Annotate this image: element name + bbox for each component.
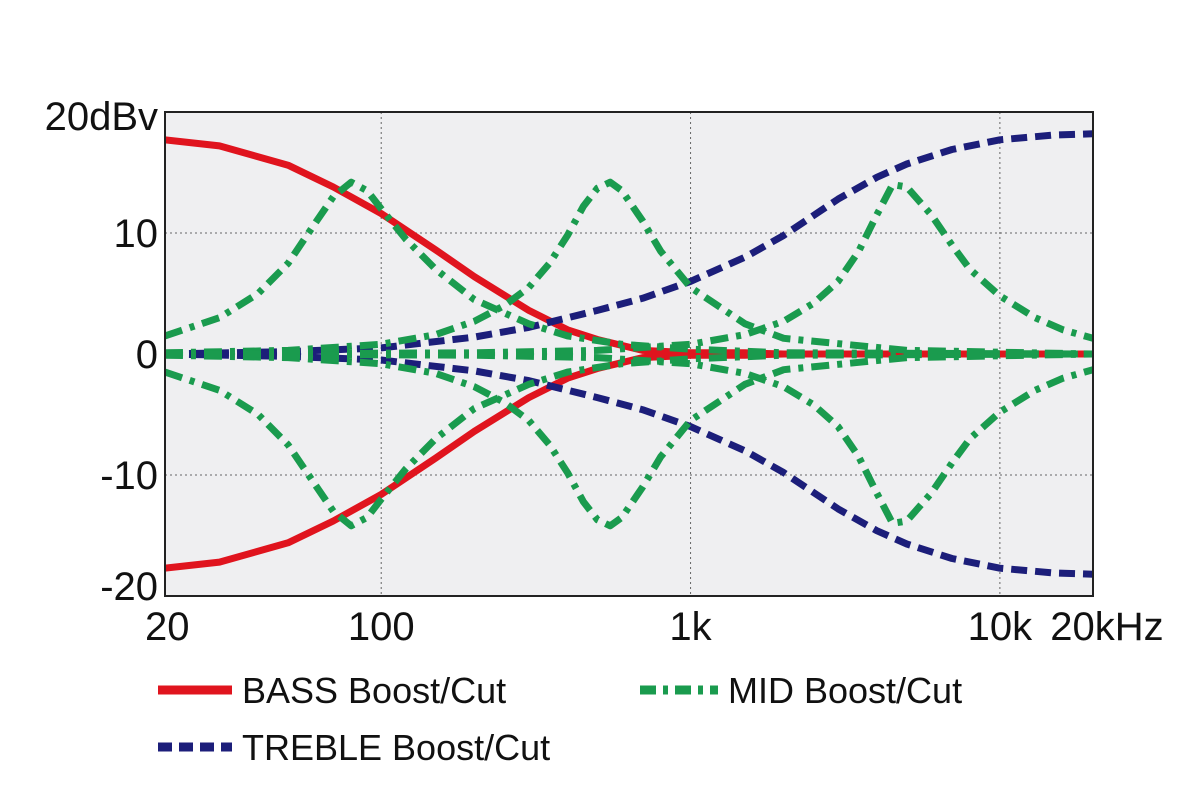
plot-frame (164, 111, 1094, 597)
legend-label-bass: BASS Boost/Cut (242, 670, 506, 711)
legend: BASS Boost/Cut TREBLE Boost/Cut MID Boos… (158, 670, 962, 768)
y-axis: 20dBv 10 0 -10 -20 (45, 95, 158, 609)
curves (165, 130, 1093, 578)
y-tick-label: 20dBv (45, 95, 158, 139)
y-tick-label: 0 (136, 333, 158, 377)
treble-curve (165, 350, 1093, 578)
legend-label-mid: MID Boost/Cut (728, 670, 962, 711)
mid-curve (165, 178, 1093, 358)
x-tick-label: 100 (348, 605, 415, 649)
x-tick-label: 1k (669, 605, 712, 649)
y-tick-label: -20 (100, 565, 158, 609)
x-axis: 20 100 1k 10k 20kHz (145, 605, 1164, 649)
y-tick-label: -10 (100, 454, 158, 498)
y-tick-label: 10 (114, 212, 159, 256)
mid-curve (165, 350, 1093, 530)
x-tick-label: 20 (145, 605, 190, 649)
legend-label-treble: TREBLE Boost/Cut (242, 727, 550, 768)
treble-curve (165, 130, 1093, 358)
x-tick-label: 20kHz (1050, 605, 1163, 649)
x-tick-label: 10k (968, 605, 1033, 649)
